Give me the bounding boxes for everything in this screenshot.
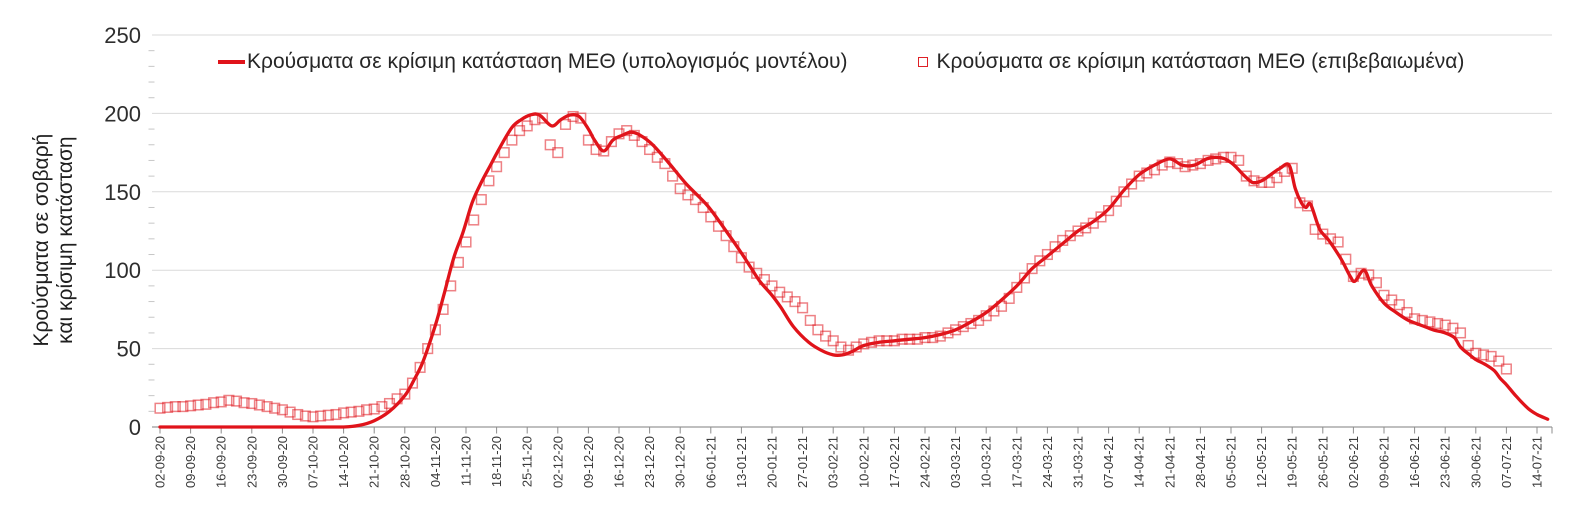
svg-text:19-05-21: 19-05-21 — [1285, 436, 1300, 488]
square-marker-icon — [917, 57, 928, 67]
svg-text:18-11-20: 18-11-20 — [489, 436, 504, 487]
legend-label-confirmed: Κρούσματα σε κρίσιμη κατάσταση ΜΕΘ (επιβ… — [936, 50, 1465, 73]
svg-text:17-03-21: 17-03-21 — [1009, 436, 1024, 488]
svg-text:17-02-21: 17-02-21 — [887, 436, 902, 488]
chart-legend: Κρούσματα σε κρίσιμη κατάσταση ΜΕΘ (υπολ… — [218, 50, 1464, 74]
svg-text:16-12-20: 16-12-20 — [612, 436, 627, 488]
svg-text:03-02-21: 03-02-21 — [826, 436, 841, 488]
svg-text:09-12-20: 09-12-20 — [581, 436, 596, 488]
svg-text:21-10-20: 21-10-20 — [367, 436, 382, 488]
y-axis-title-line-1: Κρούσματα σε σοβαρή — [29, 133, 53, 347]
svg-text:28-10-20: 28-10-20 — [397, 436, 412, 488]
svg-text:200: 200 — [104, 101, 141, 126]
svg-text:09-06-21: 09-06-21 — [1377, 436, 1392, 488]
svg-text:23-06-21: 23-06-21 — [1438, 436, 1453, 488]
svg-text:23-12-20: 23-12-20 — [642, 436, 657, 488]
svg-text:14-10-20: 14-10-20 — [336, 436, 351, 488]
svg-text:10-03-21: 10-03-21 — [979, 436, 994, 488]
legend-label-model: Κρούσματα σε κρίσιμη κατάσταση ΜΕΘ (υπολ… — [247, 50, 848, 73]
svg-text:11-11-20: 11-11-20 — [459, 436, 474, 486]
svg-text:07-07-21: 07-07-21 — [1499, 436, 1514, 488]
svg-text:30-06-21: 30-06-21 — [1468, 436, 1483, 488]
svg-text:04-11-20: 04-11-20 — [428, 436, 443, 487]
svg-text:31-03-21: 31-03-21 — [1071, 436, 1086, 488]
svg-text:10-02-21: 10-02-21 — [856, 436, 871, 488]
svg-text:250: 250 — [104, 23, 141, 48]
legend-item-model: Κρούσματα σε κρίσιμη κατάσταση ΜΕΘ (υπολ… — [218, 50, 848, 74]
svg-text:24-03-21: 24-03-21 — [1040, 436, 1055, 488]
line-marker-icon — [218, 60, 245, 64]
svg-text:26-05-21: 26-05-21 — [1315, 436, 1330, 488]
svg-text:23-09-20: 23-09-20 — [244, 436, 259, 488]
x-tick-labels: 02-09-20 09-09-20 16-09-20 23-09-20 30-09-20… — [153, 436, 1545, 488]
svg-text:03-03-21: 03-03-21 — [948, 436, 963, 488]
svg-text:24-02-21: 24-02-21 — [918, 436, 933, 488]
y-tick-labels: 0 50 100 150 200 250 — [104, 23, 141, 440]
svg-text:30-09-20: 30-09-20 — [275, 436, 290, 488]
svg-text:28-04-21: 28-04-21 — [1193, 436, 1208, 488]
confirmed-squares — [154, 110, 1512, 423]
x-tick-marks — [159, 427, 1553, 434]
y-gridlines — [152, 34, 1552, 350]
svg-text:16-09-20: 16-09-20 — [214, 436, 229, 488]
y-axis-title-line-2: και κρίσιμη κατάσταση — [54, 136, 77, 344]
svg-text:27-01-21: 27-01-21 — [795, 436, 810, 488]
svg-text:02-12-20: 02-12-20 — [550, 436, 565, 488]
svg-text:09-09-20: 09-09-20 — [183, 436, 198, 488]
svg-text:150: 150 — [104, 180, 141, 205]
svg-text:14-07-21: 14-07-21 — [1530, 436, 1545, 488]
svg-text:20-01-21: 20-01-21 — [765, 436, 780, 488]
svg-text:02-09-20: 02-09-20 — [153, 436, 168, 488]
svg-text:13-01-21: 13-01-21 — [734, 436, 749, 488]
svg-text:07-10-20: 07-10-20 — [306, 436, 321, 488]
y-minor-ticks — [148, 50, 155, 412]
svg-text:50: 50 — [117, 337, 141, 362]
y-axis-title: Κρούσματα σε σοβαρή και κρίσιμη κατάστασ… — [30, 75, 78, 405]
svg-text:25-11-20: 25-11-20 — [520, 436, 535, 487]
svg-text:12-05-21: 12-05-21 — [1254, 436, 1269, 488]
svg-text:07-04-21: 07-04-21 — [1101, 436, 1116, 488]
legend-item-confirmed: Κρούσματα σε κρίσιμη κατάσταση ΜΕΘ (επιβ… — [917, 50, 1465, 74]
svg-text:02-06-21: 02-06-21 — [1346, 436, 1361, 488]
svg-text:30-12-20: 30-12-20 — [673, 436, 688, 488]
svg-text:05-05-21: 05-05-21 — [1224, 436, 1239, 488]
svg-text:16-06-21: 16-06-21 — [1407, 436, 1422, 488]
svg-text:21-04-21: 21-04-21 — [1162, 436, 1177, 488]
svg-text:06-01-21: 06-01-21 — [703, 436, 718, 488]
svg-text:100: 100 — [104, 258, 141, 283]
svg-text:14-04-21: 14-04-21 — [1132, 436, 1147, 488]
svg-text:0: 0 — [129, 415, 141, 440]
